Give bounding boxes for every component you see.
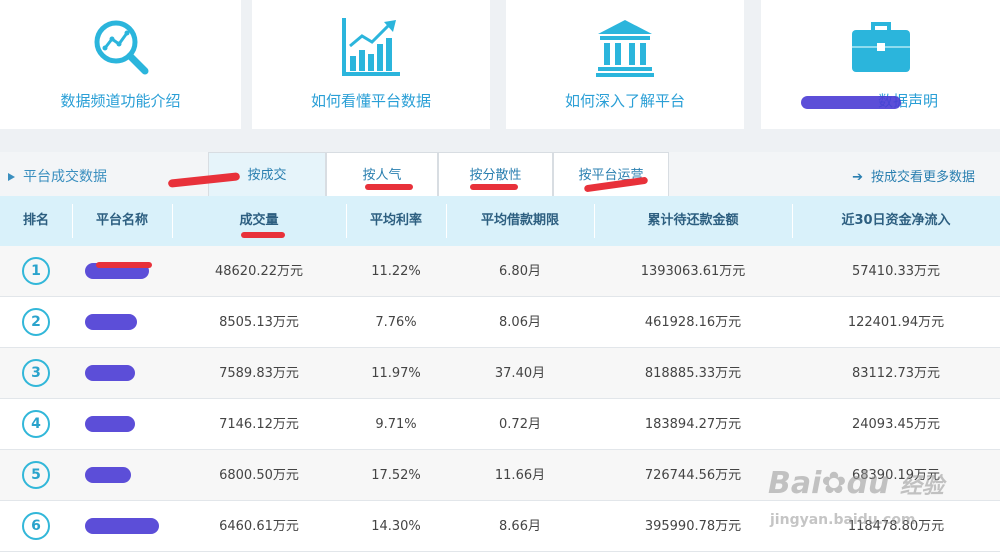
rate-cell: 17.52%: [371, 468, 421, 483]
term-cell: 6.80月: [499, 264, 541, 279]
baidu-watermark: Bai✿du 经验: [768, 466, 944, 501]
term-cell: 8.66月: [499, 519, 541, 534]
rate-cell: 11.97%: [371, 366, 421, 381]
card-read-data[interactable]: 如何看懂平台数据: [252, 0, 490, 129]
tab-bar: 平台成交数据 按成交 按人气 按分散性 按平台运营 ➔ 按成交看更多数据: [0, 152, 1000, 197]
inflow-cell: 24093.45万元: [851, 417, 941, 432]
header-divider: [172, 204, 173, 238]
bar-chart-icon: [342, 18, 400, 76]
rank-badge: 6: [22, 512, 50, 540]
redaction-mark: [85, 518, 159, 534]
col-header-rate[interactable]: 平均利率: [369, 213, 422, 228]
table-row[interactable]: 3 7589.83万元 11.97% 37.40月 818885.33万元 83…: [0, 348, 1000, 399]
volume-cell: 6460.61万元: [219, 519, 299, 534]
inflow-cell: 68390.19万元: [851, 468, 941, 483]
arrow-right-icon: ➔: [852, 170, 863, 185]
section-title: 平台成交数据: [8, 166, 107, 186]
platform-data-section: 平台成交数据 按成交 按人气 按分散性 按平台运营 ➔ 按成交看更多数据 排名 平…: [0, 152, 1000, 554]
pending-cell: 818885.33万元: [644, 366, 742, 381]
table-row[interactable]: 5 6800.50万元 17.52% 11.66月 726744.56万元 68…: [0, 450, 1000, 501]
tab-by-dispersion[interactable]: 按分散性: [438, 152, 553, 197]
rank-badge: 5: [22, 461, 50, 489]
col-header-inflow[interactable]: 近30日资金净流入: [841, 213, 951, 228]
tab-label: 按成交: [247, 168, 287, 183]
briefcase-icon: [851, 22, 910, 72]
volume-cell: 48620.22万元: [214, 264, 304, 279]
annotation-underline: [365, 184, 413, 190]
card-feature-intro[interactable]: 数据频道功能介绍: [0, 0, 241, 129]
col-header-platform[interactable]: 平台名称: [95, 213, 148, 228]
triangle-right-icon: [8, 173, 15, 181]
col-header-term[interactable]: 平均借款期限: [480, 213, 559, 228]
redaction-mark: [85, 365, 135, 381]
more-data-label: 按成交看更多数据: [870, 170, 975, 185]
pending-cell: 183894.27万元: [644, 417, 742, 432]
table-row[interactable]: 6 6460.61万元 14.30% 8.66月 395990.78万元 118…: [0, 501, 1000, 552]
inflow-cell: 83112.73万元: [851, 366, 941, 381]
rate-cell: 7.76%: [375, 315, 417, 330]
col-header-pending[interactable]: 累计待还款金额: [647, 213, 739, 228]
watermark-brand: Bai: [768, 466, 822, 501]
inflow-cell: 122401.94万元: [847, 315, 945, 330]
pending-cell: 461928.16万元: [644, 315, 742, 330]
volume-cell: 8505.13万元: [219, 315, 299, 330]
rank-badge: 1: [22, 257, 50, 285]
rate-cell: 9.71%: [375, 417, 417, 432]
annotation-underline: [96, 262, 152, 268]
card-label: 如何深入了解平台: [564, 92, 685, 110]
term-cell: 0.72月: [499, 417, 541, 432]
card-label: 如何看懂平台数据: [310, 92, 431, 110]
table-row[interactable]: 2 8505.13万元 7.76% 8.06月 461928.16万元 1224…: [0, 297, 1000, 348]
tab-label: 按分散性: [469, 168, 522, 183]
tab-by-popularity[interactable]: 按人气: [326, 152, 438, 197]
pending-cell: 395990.78万元: [644, 519, 742, 534]
table-header: 排名 平台名称 成交量 平均利率 平均借款期限 累计待还款金额 近30日资金净流…: [0, 196, 1000, 246]
rate-cell: 11.22%: [371, 264, 421, 279]
redaction-mark: [85, 416, 135, 432]
term-cell: 37.40月: [494, 366, 546, 381]
volume-cell: 7146.12万元: [219, 417, 299, 432]
redaction-mark: [85, 314, 137, 330]
volume-cell: 6800.50万元: [219, 468, 299, 483]
header-divider: [792, 204, 793, 238]
term-cell: 11.66月: [494, 468, 546, 483]
tab-by-operation[interactable]: 按平台运营: [553, 152, 669, 197]
inflow-cell: 118478.80万元: [847, 519, 945, 534]
watermark-brand-cn: 经验: [899, 474, 944, 499]
magnifier-chart-icon: [94, 20, 148, 75]
watermark-url: jingyan.baidu.com: [770, 512, 916, 528]
redaction-mark: [801, 96, 901, 109]
table-row[interactable]: 4 7146.12万元 9.71% 0.72月 183894.27万元 2409…: [0, 399, 1000, 450]
watermark-brand2: du: [846, 466, 890, 501]
annotation-underline: [470, 184, 518, 190]
header-divider: [594, 204, 595, 238]
pending-cell: 726744.56万元: [644, 468, 742, 483]
header-divider: [72, 204, 73, 238]
term-cell: 8.06月: [499, 315, 541, 330]
pending-cell: 1393063.61万元: [640, 264, 746, 279]
volume-cell: 7589.83万元: [219, 366, 299, 381]
redaction-mark: [85, 467, 131, 483]
rank-badge: 4: [22, 410, 50, 438]
col-header-rank[interactable]: 排名: [22, 213, 49, 228]
card-data-statement[interactable]: 数据声明: [761, 0, 1000, 129]
bank-building-icon: [596, 20, 654, 77]
rank-badge: 2: [22, 308, 50, 336]
more-data-link[interactable]: ➔ 按成交看更多数据: [852, 166, 975, 185]
info-cards: 数据频道功能介绍 如何看懂平台数据 如何深入了解平台: [0, 0, 1000, 130]
card-know-platform[interactable]: 如何深入了解平台: [506, 0, 744, 129]
paw-icon: ✿: [821, 466, 847, 501]
card-label: 数据频道功能介绍: [60, 92, 181, 110]
header-divider: [446, 204, 447, 238]
annotation-underline: [241, 232, 285, 238]
section-title-text: 平台成交数据: [23, 169, 107, 185]
rank-badge: 3: [22, 359, 50, 387]
col-header-volume[interactable]: 成交量: [239, 213, 279, 228]
header-divider: [346, 204, 347, 238]
inflow-cell: 57410.33万元: [851, 264, 941, 279]
table-row[interactable]: 1 48620.22万元 11.22% 6.80月 1393063.61万元 5…: [0, 246, 1000, 297]
tab-label: 按人气: [362, 168, 402, 183]
rate-cell: 14.30%: [371, 519, 421, 534]
